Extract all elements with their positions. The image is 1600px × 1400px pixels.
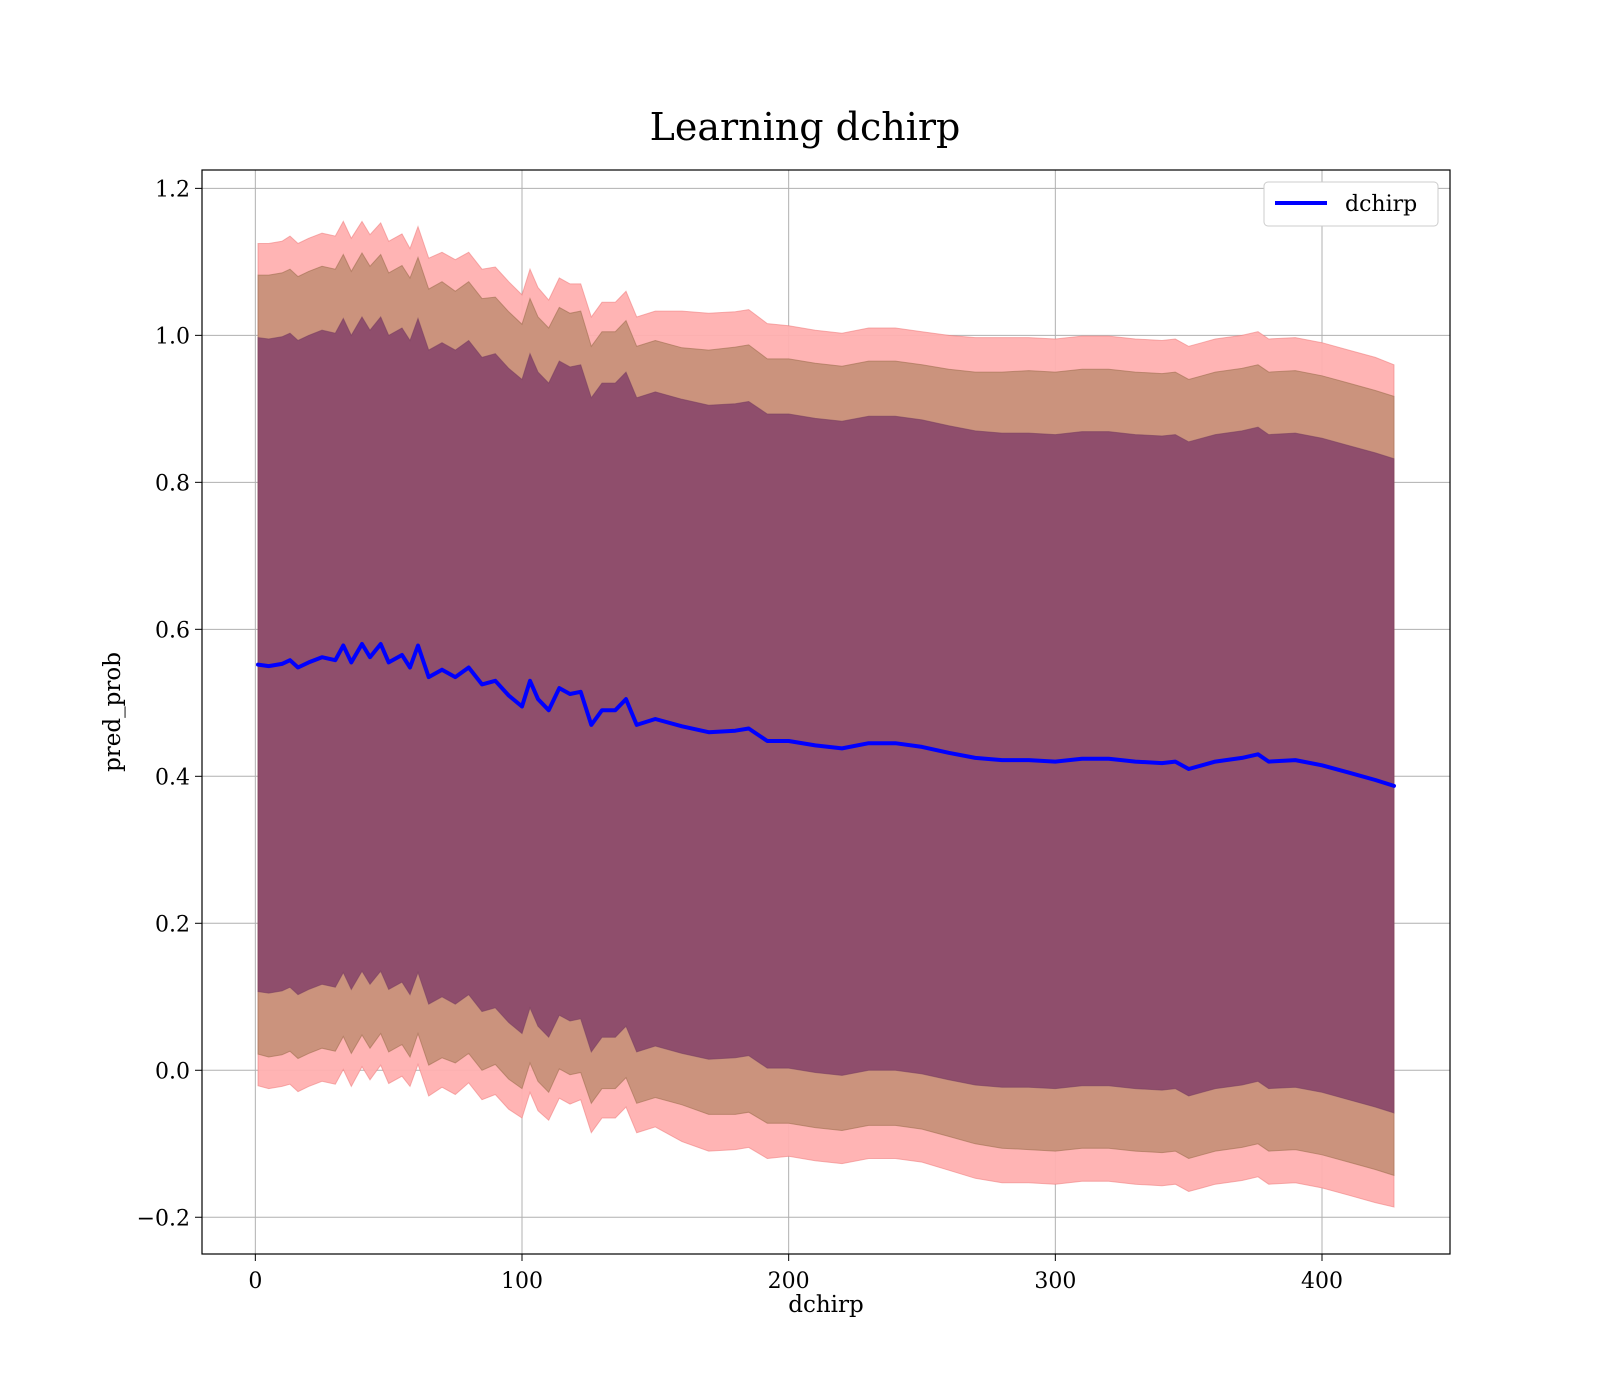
y-tick-label: 0.6 [155, 618, 190, 643]
series-line-dchirp [256, 642, 1396, 788]
y-tick-label: 0.0 [155, 1059, 190, 1084]
axis-ticks: 0 100 200 300 400 −0.2 0.0 0.2 0.4 0.6 0.8 1.0 1.2 [137, 177, 1343, 1294]
y-tick-label: 0.4 [155, 765, 190, 790]
y-axis-label: pred_prob [100, 652, 126, 772]
chart-title: Learning dchirp [650, 105, 961, 149]
x-tick-label: 300 [1034, 1269, 1076, 1294]
y-tick-label: 0.2 [155, 912, 190, 937]
confidence-bands [257, 220, 1395, 1208]
x-tick-label: 100 [501, 1269, 543, 1294]
band-1sd [257, 316, 1395, 1114]
x-tick-label: 400 [1301, 1269, 1343, 1294]
y-tick-label: 0.8 [155, 471, 190, 496]
plot-frame [201, 169, 1451, 1255]
legend-box [1263, 181, 1439, 227]
series-lines [256, 642, 1396, 788]
y-tick-label: −0.2 [137, 1206, 190, 1231]
legend: dchirp [1263, 181, 1439, 227]
legend-label-dchirp: dchirp [1345, 192, 1417, 217]
x-tick-label: 200 [768, 1269, 810, 1294]
y-tick-label: 1.2 [155, 177, 190, 202]
y-tick-label: 1.0 [155, 324, 190, 349]
x-axis-label: dchirp [788, 1292, 864, 1318]
x-tick-label: 0 [248, 1269, 262, 1294]
